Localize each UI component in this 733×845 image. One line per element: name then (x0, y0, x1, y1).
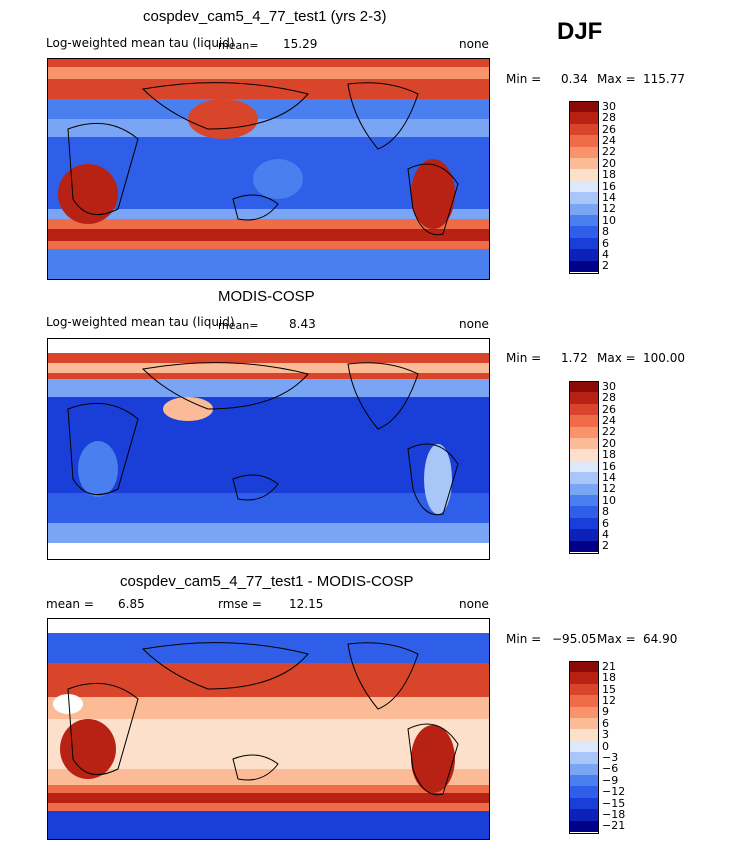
panel1-min-value: 0.34 (561, 72, 588, 86)
panel3-rmse-value: 12.15 (289, 597, 324, 611)
colorbar-tick-label: 16 (602, 179, 616, 193)
panel3-max-value: 64.90 (643, 632, 678, 646)
colorbar-tick-label: 24 (602, 413, 616, 427)
colorbar-tick-label: 18 (602, 448, 616, 462)
panel2-map (47, 338, 490, 560)
panel2-subtitle: Log-weighted mean tau (liquid) (46, 315, 235, 329)
colorbar-tick-label: 26 (602, 402, 616, 416)
colorbar-tick-label: 30 (602, 99, 616, 113)
panel3-max-label: Max = (597, 632, 636, 646)
colorbar-tick-label: 6 (602, 516, 609, 530)
colorbar-tick-label: −18 (602, 807, 626, 821)
colorbar-tick-label: 0 (602, 739, 609, 753)
colorbar-tick-label: 14 (602, 190, 616, 204)
colorbar-tick-label: 16 (602, 459, 616, 473)
panel2-min-label: Min = (506, 351, 542, 365)
colorbar-frame (569, 101, 599, 274)
colorbar-tick-label: 22 (602, 425, 616, 439)
colorbar-tick-label: 8 (602, 225, 609, 239)
colorbar-tick-label: 20 (602, 436, 616, 450)
colorbar-tick-label: −9 (602, 773, 619, 787)
panel1-mean-label: mean= (218, 39, 259, 52)
colorbar-tick-label: 12 (602, 693, 616, 707)
colorbar-tick-label: 20 (602, 156, 616, 170)
colorbar-tick-label: 9 (602, 705, 609, 719)
panel2-units: none (459, 317, 489, 331)
colorbar-tick-label: 6 (602, 236, 609, 250)
colorbar-tick-label: 12 (602, 202, 616, 216)
colorbar-tick-label: 12 (602, 482, 616, 496)
colorbar-tick-label: 28 (602, 111, 616, 125)
colorbar-tick-label: 8 (602, 505, 609, 519)
panel1-subtitle: Log-weighted mean tau (liquid) (46, 36, 235, 50)
panel2-max-value: 100.00 (643, 351, 685, 365)
panel1-max-label: Max = (597, 72, 636, 86)
colorbar-tick-label: 22 (602, 145, 616, 159)
panel2-colorbar: 30 28 26 24 22 20 18 16 14 12 10 8 6 4 2 (569, 379, 649, 554)
panel1-map-svg (48, 59, 489, 279)
colorbar-frame (569, 381, 599, 554)
panel1-colorbar: 30 28 26 24 22 20 18 16 14 12 10 8 6 4 2 (569, 99, 649, 274)
panel1-max-value: 115.77 (643, 72, 685, 86)
panel1-mean-value: 15.29 (283, 37, 318, 51)
season-label: DJF (557, 18, 603, 45)
colorbar-tick-label: 2 (602, 259, 609, 273)
panel3-rmse-label: rmse = (218, 597, 262, 611)
panel3-units: none (459, 597, 489, 611)
colorbar-tick-label: 10 (602, 213, 616, 227)
colorbar-tick-label: 4 (602, 527, 609, 541)
panel1-title: cospdev_cam5_4_77_test1 (yrs 2-3) (143, 8, 387, 25)
colorbar-tick-label: 18 (602, 168, 616, 182)
colorbar-tick-label: −6 (602, 762, 619, 776)
colorbar-tick-label: −12 (602, 785, 626, 799)
panel1-units: none (459, 37, 489, 51)
panel3-title: cospdev_cam5_4_77_test1 - MODIS-COSP (120, 573, 414, 590)
panel1-min-label: Min = (506, 72, 542, 86)
colorbar-tick-label: 4 (602, 247, 609, 261)
panel3-mean-value: 6.85 (118, 597, 145, 611)
colorbar-tick-label: −21 (602, 819, 626, 833)
panel3-min-label: Min = (506, 632, 542, 646)
panel2-map-svg (48, 339, 489, 559)
panel2-min-value: 1.72 (561, 351, 588, 365)
panel3-min-value: −95.05 (552, 632, 597, 646)
colorbar-tick-label: 6 (602, 716, 609, 730)
panel2-max-label: Max = (597, 351, 636, 365)
colorbar-frame (569, 661, 599, 834)
panel1-map (47, 58, 490, 280)
colorbar-tick-label: −15 (602, 796, 626, 810)
panel3-map-svg (48, 619, 489, 839)
colorbar-tick-label: 10 (602, 493, 616, 507)
colorbar-tick-label: 15 (602, 682, 616, 696)
colorbar-tick-label: 26 (602, 122, 616, 136)
colorbar-tick-label: 2 (602, 539, 609, 553)
colorbar-tick-label: 21 (602, 659, 616, 673)
panel3-colorbar: 21 18 15 12 9 6 3 0 −3 −6 −9 −12 −15 −18 −21 (569, 659, 649, 834)
panel3-mean-label: mean = (46, 597, 94, 611)
colorbar-tick-label: 28 (602, 391, 616, 405)
colorbar-tick-label: −3 (602, 750, 619, 764)
panel2-mean-value: 8.43 (289, 317, 316, 331)
panel3-map (47, 618, 490, 840)
panel2-mean-label: mean= (218, 319, 259, 332)
colorbar-tick-label: 18 (602, 671, 616, 685)
colorbar-tick-label: 30 (602, 379, 616, 393)
colorbar-tick-label: 3 (602, 728, 609, 742)
panel2-title: MODIS-COSP (218, 288, 315, 305)
colorbar-tick-label: 24 (602, 133, 616, 147)
colorbar-tick-label: 14 (602, 470, 616, 484)
